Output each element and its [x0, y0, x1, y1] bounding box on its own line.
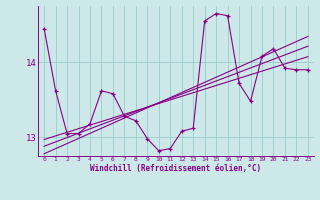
X-axis label: Windchill (Refroidissement éolien,°C): Windchill (Refroidissement éolien,°C) [91, 164, 261, 173]
